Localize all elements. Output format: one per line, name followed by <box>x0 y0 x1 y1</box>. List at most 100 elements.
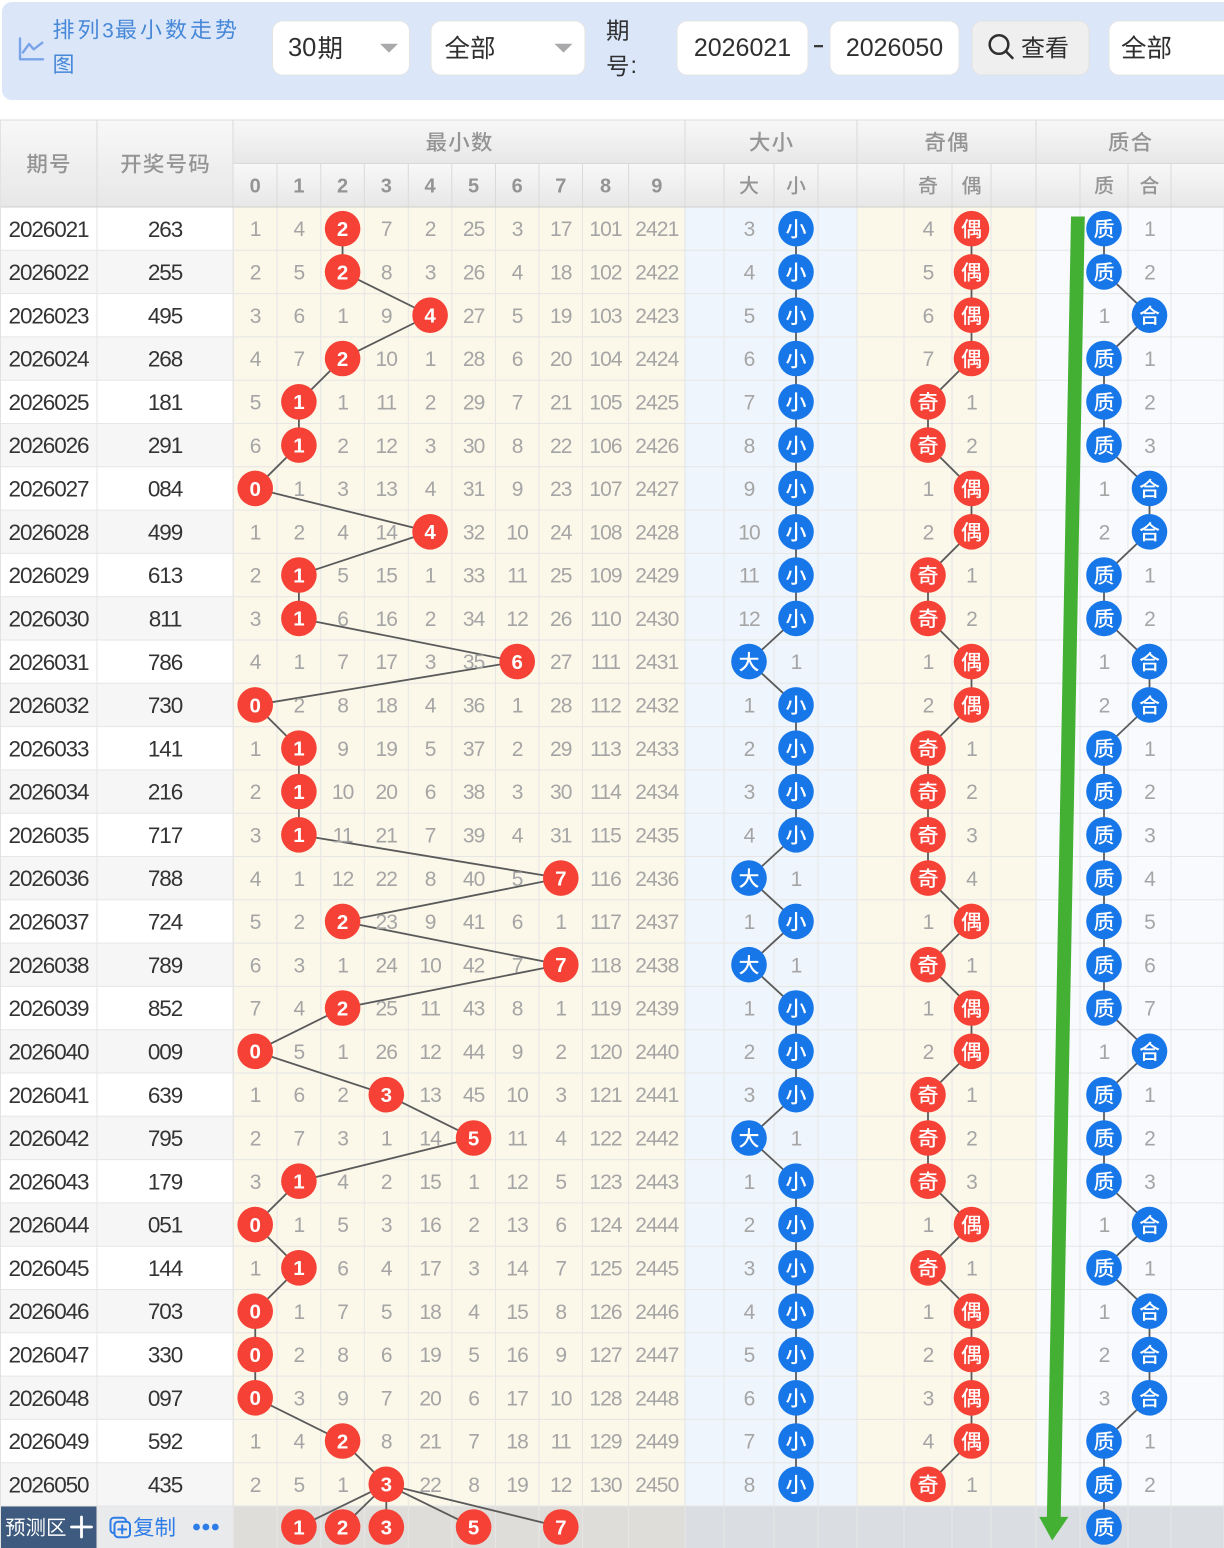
svg-text:27: 27 <box>463 305 485 328</box>
svg-text:5: 5 <box>468 1344 479 1367</box>
svg-text:105: 105 <box>589 391 622 414</box>
svg-text:2: 2 <box>337 911 348 934</box>
svg-text:5: 5 <box>1144 911 1155 934</box>
svg-text:42: 42 <box>463 954 485 977</box>
svg-text:10: 10 <box>738 521 760 544</box>
svg-text:3: 3 <box>744 1084 755 1107</box>
svg-text:1: 1 <box>337 391 348 414</box>
svg-text:1: 1 <box>966 1084 977 1107</box>
svg-text:7: 7 <box>250 998 261 1021</box>
svg-text:9: 9 <box>337 1387 348 1410</box>
svg-text:10: 10 <box>506 1084 528 1107</box>
svg-text:4: 4 <box>468 1301 480 1324</box>
svg-text:2: 2 <box>512 738 523 761</box>
svg-text:141: 141 <box>148 736 183 761</box>
svg-text:1: 1 <box>923 1301 934 1324</box>
svg-text:18: 18 <box>550 262 572 285</box>
svg-text:21: 21 <box>419 1431 441 1454</box>
svg-text:1: 1 <box>250 1257 261 1280</box>
svg-text:2026045: 2026045 <box>9 1256 89 1281</box>
svg-text:1: 1 <box>1144 1084 1155 1107</box>
svg-text:112: 112 <box>590 695 621 718</box>
svg-text:15: 15 <box>419 1171 441 1194</box>
svg-text:5: 5 <box>555 1171 566 1194</box>
svg-text:2: 2 <box>1144 262 1155 285</box>
svg-text:2026031: 2026031 <box>9 650 89 675</box>
svg-text:2: 2 <box>923 1041 934 1064</box>
svg-text:2: 2 <box>294 695 305 718</box>
svg-text:2448: 2448 <box>635 1387 678 1410</box>
svg-text:3: 3 <box>425 435 436 458</box>
svg-text:9: 9 <box>337 738 348 761</box>
svg-text:181: 181 <box>148 390 183 415</box>
svg-text:12: 12 <box>738 608 760 631</box>
svg-text:3: 3 <box>966 1171 977 1194</box>
svg-text:2449: 2449 <box>635 1431 678 1454</box>
svg-text:2447: 2447 <box>635 1344 678 1367</box>
svg-text:1: 1 <box>293 824 304 847</box>
svg-text:110: 110 <box>590 608 621 631</box>
svg-text:11: 11 <box>420 998 440 1021</box>
svg-text:35: 35 <box>463 651 485 674</box>
svg-text:31: 31 <box>463 478 485 501</box>
svg-text:2: 2 <box>337 435 348 458</box>
svg-text:1: 1 <box>250 1084 261 1107</box>
svg-text:2: 2 <box>1144 608 1155 631</box>
svg-text:268: 268 <box>148 347 183 372</box>
svg-text:8: 8 <box>512 998 523 1021</box>
svg-text:5: 5 <box>468 1127 479 1150</box>
svg-text:1: 1 <box>744 998 755 1021</box>
svg-text:4: 4 <box>966 868 978 891</box>
svg-text:16: 16 <box>506 1344 528 1367</box>
svg-text:2: 2 <box>923 695 934 718</box>
svg-text:22: 22 <box>376 868 398 891</box>
svg-text:1: 1 <box>1144 565 1155 588</box>
svg-text:2026043: 2026043 <box>9 1169 89 1194</box>
svg-text:1: 1 <box>250 738 261 761</box>
svg-text:3: 3 <box>294 1387 305 1410</box>
svg-text:12: 12 <box>550 1474 572 1497</box>
svg-text:1: 1 <box>381 1128 392 1151</box>
svg-text:639: 639 <box>148 1083 183 1108</box>
svg-text:811: 811 <box>149 607 182 632</box>
svg-text:789: 789 <box>148 953 183 978</box>
svg-text:4: 4 <box>294 218 306 241</box>
svg-text:4: 4 <box>744 824 756 847</box>
svg-text:4: 4 <box>425 695 437 718</box>
svg-text:3: 3 <box>425 651 436 674</box>
svg-text:2: 2 <box>250 565 261 588</box>
svg-text:1: 1 <box>425 348 436 371</box>
svg-text:12: 12 <box>506 1171 528 1194</box>
svg-text:6: 6 <box>744 348 755 371</box>
svg-text:2: 2 <box>744 738 755 761</box>
svg-text:1: 1 <box>791 954 802 977</box>
svg-text:115: 115 <box>590 824 621 847</box>
svg-text:10: 10 <box>332 781 354 804</box>
svg-text:6: 6 <box>337 1257 348 1280</box>
svg-text:2: 2 <box>337 1516 348 1539</box>
svg-text:1: 1 <box>1144 348 1155 371</box>
svg-text:113: 113 <box>590 738 621 761</box>
svg-text:6: 6 <box>512 348 523 371</box>
svg-text:2026024: 2026024 <box>9 347 89 372</box>
svg-text:4: 4 <box>250 348 262 371</box>
svg-text:7: 7 <box>744 391 755 414</box>
svg-text:179: 179 <box>148 1169 183 1194</box>
svg-text:795: 795 <box>148 1126 183 1151</box>
svg-text:3: 3 <box>102 20 114 43</box>
svg-text:2026047: 2026047 <box>9 1343 89 1368</box>
svg-text:1: 1 <box>1099 1214 1110 1237</box>
svg-text:2026027: 2026027 <box>9 477 89 502</box>
svg-text:5: 5 <box>294 1474 305 1497</box>
svg-text:0: 0 <box>249 1214 260 1237</box>
svg-text:30: 30 <box>550 781 572 804</box>
svg-text:5: 5 <box>744 1344 755 1367</box>
svg-text:2: 2 <box>1144 1128 1155 1151</box>
svg-text:2026030: 2026030 <box>9 607 89 632</box>
svg-text:2: 2 <box>744 1214 755 1237</box>
svg-text:129: 129 <box>589 1431 622 1454</box>
svg-text:19: 19 <box>376 738 398 761</box>
svg-text:3: 3 <box>555 1084 566 1107</box>
svg-text:1: 1 <box>1144 1257 1155 1280</box>
svg-text:1: 1 <box>293 1171 304 1194</box>
